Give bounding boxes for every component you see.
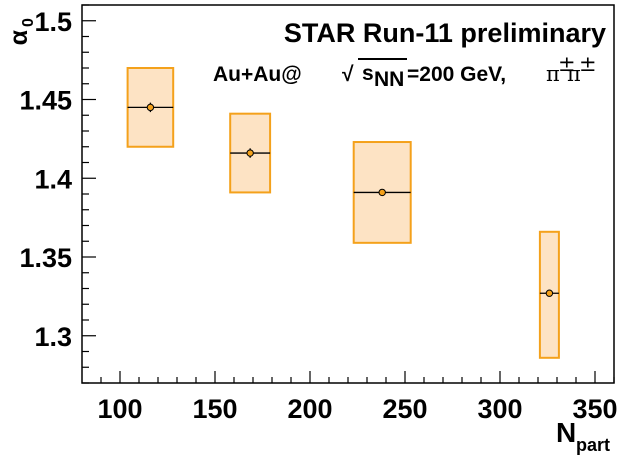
annotation-sqrt: √ <box>342 63 354 86</box>
annotation-system: Au+Au@ <box>213 63 302 86</box>
x-axis-title-sub: part <box>576 435 610 455</box>
annotation-energy: =200 GeV, <box>407 63 506 86</box>
x-tick-label: 350 <box>572 394 617 424</box>
y-tick-label: 1.35 <box>19 243 72 273</box>
annotation-s-sub: NN <box>374 68 404 91</box>
annotation-s: s <box>362 62 374 85</box>
data-point-marker <box>246 149 254 157</box>
data-points <box>126 67 560 359</box>
x-axis-title: N part <box>556 417 610 455</box>
annotation-pion-1-charge: ± <box>558 52 576 76</box>
x-tick-label: 150 <box>192 394 237 424</box>
y-tick-label: 1.5 <box>34 7 72 37</box>
collision-annotation: Au+Au@ √ s NN =200 GeV, π ± π ± <box>213 52 597 91</box>
y-tick-label: 1.4 <box>34 164 72 194</box>
y-axis-ticks: 1.3 1.35 1.4 1.45 1.5 <box>19 4 96 384</box>
x-axis-ticks: 100 150 200 250 300 350 <box>97 371 618 424</box>
annotation-pion-2: π <box>567 62 581 86</box>
plot-border <box>81 4 615 384</box>
x-axis-title-main: N <box>556 417 576 448</box>
y-tick-label: 1.45 <box>19 86 72 116</box>
annotation-pion-1: π <box>546 62 560 86</box>
annotation-pion-2-charge: ± <box>579 52 597 76</box>
x-tick-label: 200 <box>287 394 332 424</box>
data-point-marker <box>146 103 155 112</box>
y-axis-title-sub: 0 <box>20 18 37 27</box>
x-tick-label: 300 <box>477 394 522 424</box>
y-tick-label: 1.3 <box>34 322 72 352</box>
data-point-marker <box>378 188 386 197</box>
y-axis-title-main: α <box>5 29 33 45</box>
plot-frame <box>81 4 615 384</box>
y-axis-title: α 0 <box>5 18 37 45</box>
x-tick-label: 100 <box>97 394 142 424</box>
chart-title: STAR Run-11 preliminary <box>284 18 606 48</box>
x-tick-label: 250 <box>382 394 427 424</box>
data-point-marker <box>545 289 554 297</box>
